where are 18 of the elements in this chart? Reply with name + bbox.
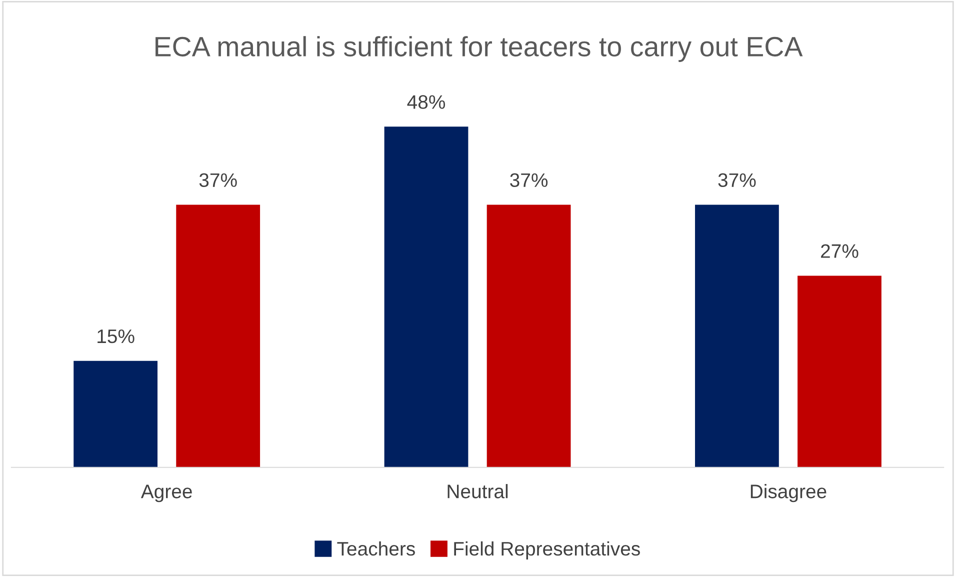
legend-label: Field Representatives xyxy=(454,541,640,560)
legend-label: Teachers xyxy=(337,541,415,556)
data-label: 48% xyxy=(407,95,446,109)
bar xyxy=(74,360,158,468)
data-label: 15% xyxy=(98,329,134,344)
data-label: 37% xyxy=(718,173,756,188)
bar xyxy=(695,204,779,468)
x-tick-label: Agree xyxy=(140,484,192,502)
bar xyxy=(176,204,260,468)
bar xyxy=(798,276,882,468)
bar xyxy=(486,204,571,468)
x-tick-label: Disagree xyxy=(750,484,826,502)
x-tick-label: Neutral xyxy=(448,484,508,498)
bar xyxy=(384,126,468,468)
chart-title: ECA manual is sufficient for teacers to carry out ECA xyxy=(156,36,803,62)
data-label: 27% xyxy=(821,244,858,258)
data-label: 37% xyxy=(510,173,548,188)
data-label: 37% xyxy=(199,173,237,188)
